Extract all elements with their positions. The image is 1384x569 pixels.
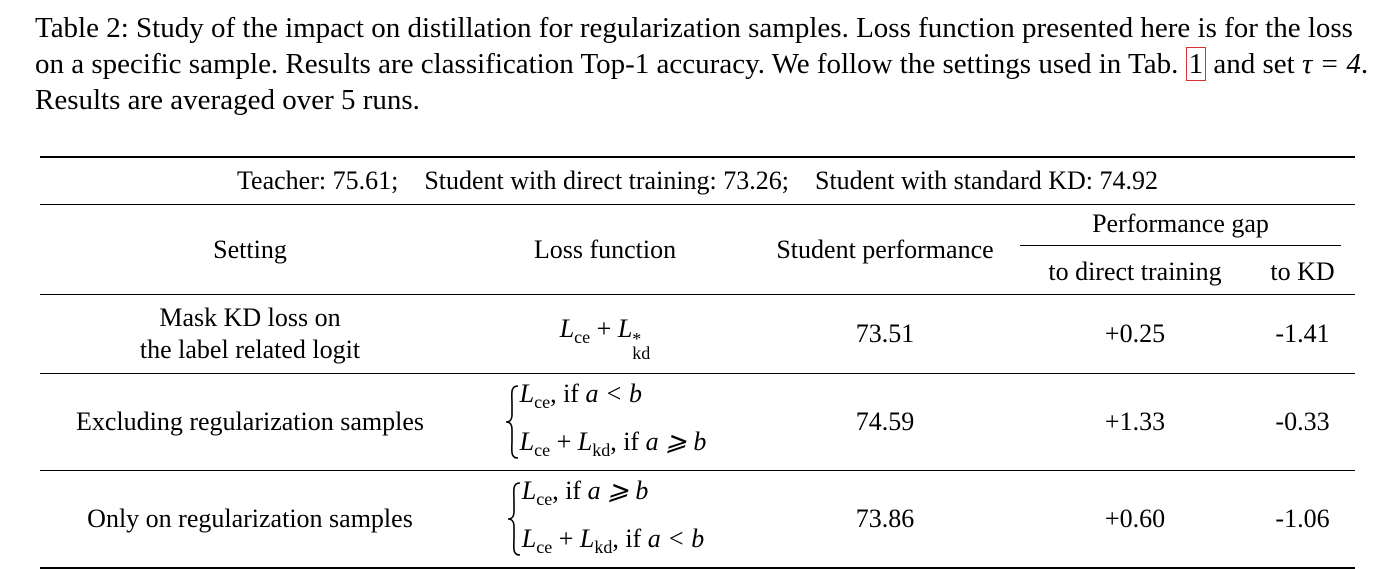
summary-item: Teacher: 75.61;	[236, 166, 399, 195]
loss-cell: Lce, if a ⩾ b Lce + Lkd, if a < b	[460, 471, 750, 569]
loss-symbol: a ⩾ b	[645, 427, 707, 456]
loss-symbol: a < b	[585, 379, 642, 408]
loss-line: Lce + Lkd, if a ⩾ b	[520, 422, 707, 470]
loss-line: Lce + L * kd	[559, 309, 651, 363]
subscript: ce	[536, 537, 553, 557]
subscript: ce	[534, 440, 551, 460]
header-cell: Student performance	[750, 204, 1020, 295]
loss-line: Lce, if a ⩾ b	[522, 471, 705, 519]
loss-lines: Lce, if a ⩾ b Lce + Lkd, if a < b	[522, 471, 705, 567]
loss-symbol: L	[519, 427, 535, 456]
summary-item: Student with direct training: 73.26;	[424, 166, 789, 195]
loss-formula: Lce, if a < b Lce + Lkd, if a ⩾ b	[504, 374, 707, 470]
loss-symbol: a ⩾ b	[587, 476, 649, 505]
table-ref[interactable]: 1	[1185, 47, 1207, 81]
subheader-row: to direct training to KD	[40, 250, 1355, 295]
loss-symbol: L	[577, 427, 593, 456]
setting-cell: Only on regularization samples	[40, 471, 460, 569]
loss-symbol: L	[521, 476, 537, 505]
header-cell: to direct training	[1020, 250, 1250, 295]
loss-symbol: a < b	[647, 524, 705, 553]
loss-cell: Lce + L * kd	[460, 294, 750, 374]
header-row: Setting Loss function Student performanc…	[40, 204, 1355, 295]
setting-line: Excluding regularization samples	[75, 407, 424, 436]
student-cell: 74.59	[750, 373, 1020, 471]
loss-line: Lce, if a < b	[520, 374, 707, 422]
gap-direct-cell: +1.33	[1020, 373, 1250, 471]
caption-math: τ = 4	[1301, 48, 1361, 80]
results-table: Teacher: 75.61; Student with direct trai…	[40, 156, 1355, 569]
setting-line: the label related logit	[139, 335, 361, 364]
loss-text: +	[552, 524, 580, 553]
student-cell: 73.86	[855, 504, 915, 533]
gap-direct-cell: +0.60	[1104, 504, 1166, 533]
caption-text: and set	[1213, 48, 1295, 80]
loss-lines: Lce, if a < b Lce + Lkd, if a ⩾ b	[520, 374, 707, 470]
summary-item: Student with standard KD: 74.92	[815, 166, 1159, 195]
subscript: kd	[592, 440, 611, 460]
cases-brace	[505, 385, 518, 459]
loss-symbol: L	[579, 524, 595, 553]
header-group: Performance gap	[1020, 209, 1341, 246]
cases-brace	[507, 482, 520, 556]
loss-text: , if	[552, 476, 588, 505]
gap-kd-cell: -0.33	[1250, 373, 1355, 471]
sub-sup: * kd	[632, 328, 651, 363]
student-cell: 73.51	[750, 294, 1020, 374]
subscript: ce	[534, 392, 551, 412]
header-cell: Setting	[40, 204, 460, 295]
summary-row: Teacher: 75.61; Student with direct trai…	[40, 157, 1355, 205]
summary-cell: Teacher: 75.61; Student with direct trai…	[40, 157, 1355, 205]
header-cell: Loss function	[460, 204, 750, 295]
caption-text: Study of the impact on distillation for …	[35, 12, 1353, 80]
setting-line: Only on regularization samples	[87, 504, 413, 533]
table-row: Only on regularization samples Lce, if a …	[40, 471, 1355, 569]
loss-symbol: L	[521, 524, 537, 553]
loss-text: , if	[612, 524, 648, 553]
table-row: Mask KD loss on the label related logit Lc…	[40, 294, 1355, 374]
header-cell: Performance gap	[1020, 205, 1355, 251]
loss-lines: Lce + L * kd	[559, 309, 651, 363]
loss-formula: Lce + L * kd	[559, 309, 651, 363]
subscript: kd	[594, 537, 613, 557]
setting-cell: Excluding regularization samples	[40, 373, 460, 471]
loss-symbol: L	[617, 313, 633, 343]
gap-kd-cell: -1.06	[1275, 504, 1330, 533]
loss-text: +	[550, 427, 578, 456]
caption: Table 2: Study of the impact on distilla…	[35, 10, 1370, 118]
brace-path	[505, 385, 518, 459]
subscript: kd	[632, 342, 651, 363]
loss-cell: Lce, if a < b Lce + Lkd, if a ⩾ b	[460, 373, 750, 471]
loss-symbol: L	[559, 313, 575, 343]
table-row: Excluding regularization samples Lce, if …	[40, 373, 1355, 471]
subscript: ce	[536, 489, 553, 509]
loss-text: , if	[610, 427, 646, 456]
header-cell: to KD	[1250, 250, 1355, 295]
loss-text: +	[590, 313, 618, 343]
gap-kd-cell: -1.41	[1250, 294, 1355, 374]
subscript: ce	[574, 326, 591, 347]
superscript: *	[632, 328, 642, 349]
loss-line: Lce + Lkd, if a < b	[522, 519, 705, 567]
setting-line: Mask KD loss on	[159, 303, 341, 332]
brace-path	[507, 482, 520, 556]
loss-text: , if	[550, 379, 586, 408]
caption-text: . Results are averaged over 5 runs.	[35, 48, 1369, 116]
table-body: Mask KD loss on the label related logit Lc…	[40, 294, 1355, 569]
loss-formula: Lce, if a ⩾ b Lce + Lkd, if a < b	[506, 471, 705, 567]
setting-cell: Mask KD loss on the label related logit	[40, 294, 460, 374]
gap-direct-cell: +0.25	[1020, 294, 1250, 374]
caption-label: Table 2:	[35, 12, 129, 44]
loss-symbol: L	[519, 379, 535, 408]
